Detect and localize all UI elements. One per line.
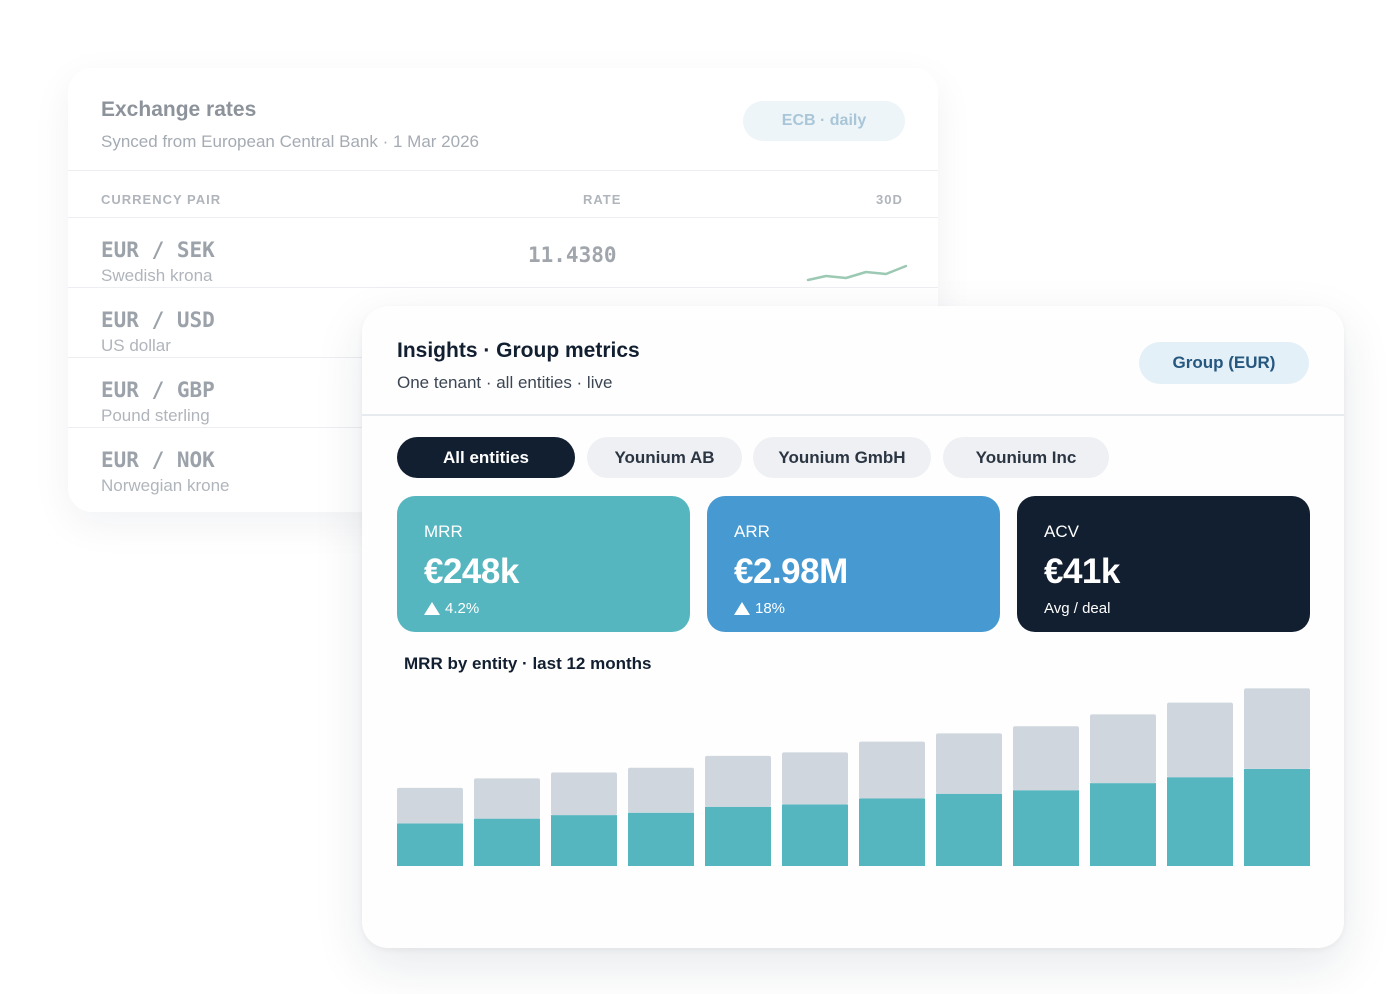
kpi-value: €41k [1044,552,1120,591]
currency-name: Swedish krona [101,266,213,285]
currency-pair: EUR / GBP [101,378,215,402]
bar-segment-primary [628,812,694,866]
column-header-rate: RATE [583,192,622,207]
currency-pair: EUR / NOK [101,448,215,472]
chart-title: MRR by entity · last 12 months [404,654,652,673]
rate-value: 11.4380 [528,243,617,267]
sparkline-line [806,264,908,282]
source-badge[interactable]: ECB · daily [743,101,905,141]
bar-segment-secondary [1090,714,1156,784]
triangle-up-icon [424,602,440,615]
column-header-trend: 30D [876,192,903,207]
bar-segment-secondary [782,752,848,805]
bar-segment-secondary [551,772,617,816]
bar-segment-secondary [628,767,694,813]
tab-younium-ab[interactable]: Younium AB [587,437,742,478]
kpi-note: Avg / deal [1044,600,1111,617]
bar-segment-primary [1167,777,1233,866]
bar-segment-secondary [1167,702,1233,778]
bar-segment-secondary [936,733,1002,794]
kpi-label: ACV [1044,522,1079,541]
tab-younium-gmbh[interactable]: Younium GmbH [753,437,931,478]
currency-pair: EUR / USD [101,308,215,332]
currency-name: US dollar [101,336,171,355]
bar-segment-primary [551,815,617,866]
tab-all-entities[interactable]: All entities [397,437,575,478]
insights-subtitle: One tenant · all entities · live [397,373,613,392]
tab-younium-inc[interactable]: Younium Inc [943,437,1109,478]
currency-scope-button[interactable]: Group (EUR) [1139,342,1309,384]
header-divider [362,414,1344,416]
currency-pair: EUR / SEK [101,238,215,262]
rate-row[interactable]: EUR / SEK Swedish krona 11.4380 [68,217,938,287]
bar-segment-secondary [859,741,925,799]
bar-segment-primary [936,793,1002,866]
bar-segment-primary [1013,790,1079,866]
bar-segment-primary [705,806,771,866]
exchange-rates-title: Exchange rates [101,98,257,121]
bar-segment-primary [1090,783,1156,866]
kpi-delta: 4.2% [424,600,479,617]
rate-row[interactable]: EUR / USD US dollar [68,287,938,357]
kpi-value: €248k [424,552,519,591]
mrr-bar-chart [397,688,1310,866]
insights-title: Insights · Group metrics [397,339,640,362]
kpi-label: MRR [424,522,463,541]
kpi-delta-value: 18% [755,600,786,617]
bar-segment-secondary [705,755,771,807]
bar-segment-primary [782,804,848,866]
insights-card: Insights · Group metrics One tenant · al… [362,306,1344,948]
bar-segment-primary [397,823,463,866]
sparkline-chart [806,264,908,282]
kpi-card-arr[interactable]: ARR €2.98M 18% [707,496,1000,632]
bar-segment-secondary [1013,726,1079,791]
kpi-delta-value: 4.2% [445,600,480,617]
kpi-value: €2.98M [734,552,848,591]
bar-segment-secondary [1244,688,1310,769]
header-divider [68,170,938,171]
kpi-card-mrr[interactable]: MRR €248k 4.2% [397,496,690,632]
column-header-pair: CURRENCY PAIR [101,192,222,207]
kpi-label: ARR [734,522,770,541]
bar-segment-secondary [397,787,463,824]
bar-segment-primary [859,798,925,866]
triangle-up-icon [734,602,750,615]
kpi-card-acv[interactable]: ACV €41k Avg / deal [1017,496,1310,632]
currency-name: Norwegian krone [101,476,230,495]
kpi-delta: 18% [734,600,785,617]
exchange-rates-subtitle: Synced from European Central Bank · 1 Ma… [101,132,479,151]
bar-segment-secondary [474,778,540,819]
bar-segment-primary [474,818,540,866]
bar-segment-primary [1244,768,1310,866]
currency-name: Pound sterling [101,406,210,425]
